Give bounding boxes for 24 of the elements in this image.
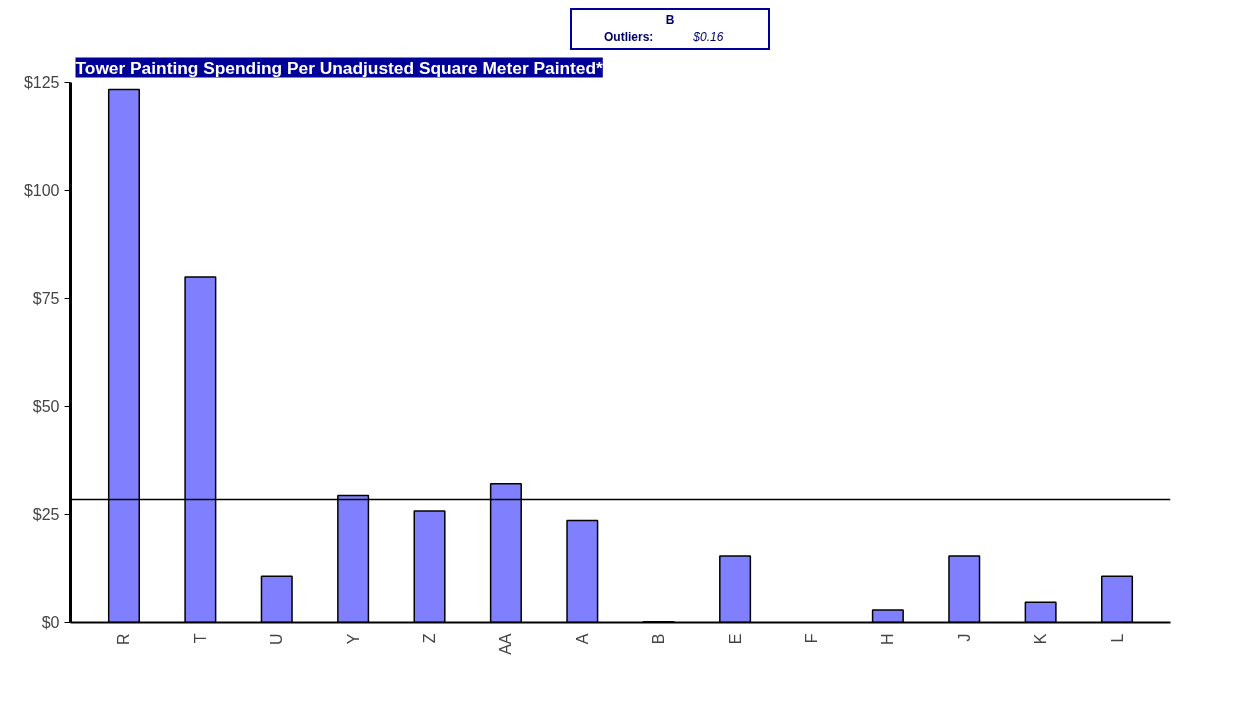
y-tick-label: $125 — [23, 74, 60, 92]
text: Outliers: — [604, 29, 654, 47]
x-tick-label: U — [268, 633, 286, 646]
x-tick-label: Z — [421, 633, 439, 644]
text: $0.16 — [693, 29, 724, 47]
x-tick-label: F — [802, 633, 820, 644]
x-tick-label: AA — [497, 633, 515, 656]
y-tick-label: $25 — [32, 506, 60, 524]
x-tick-label: J — [955, 633, 973, 642]
x-tick-label: R — [115, 633, 133, 646]
x-tick-label: K — [1032, 633, 1050, 645]
x-tick-label: A — [573, 633, 591, 645]
y-tick-label: $100 — [23, 182, 60, 200]
x-tick-label: H — [879, 633, 897, 646]
x-tick-label: E — [726, 633, 744, 645]
x-tick-label: Y — [344, 633, 362, 645]
x-tick-label: T — [191, 633, 209, 644]
text: B — [664, 12, 676, 29]
y-tick-label: $0 — [41, 614, 60, 632]
x-tick-label: L — [1108, 633, 1126, 643]
x-tick-label: B — [650, 633, 668, 645]
chart-title: Tower Painting Spending Per Unadjusted Square Meter Painted* — [75, 57, 604, 78]
y-tick-label: $75 — [32, 290, 60, 308]
y-tick-label: $50 — [32, 398, 60, 416]
